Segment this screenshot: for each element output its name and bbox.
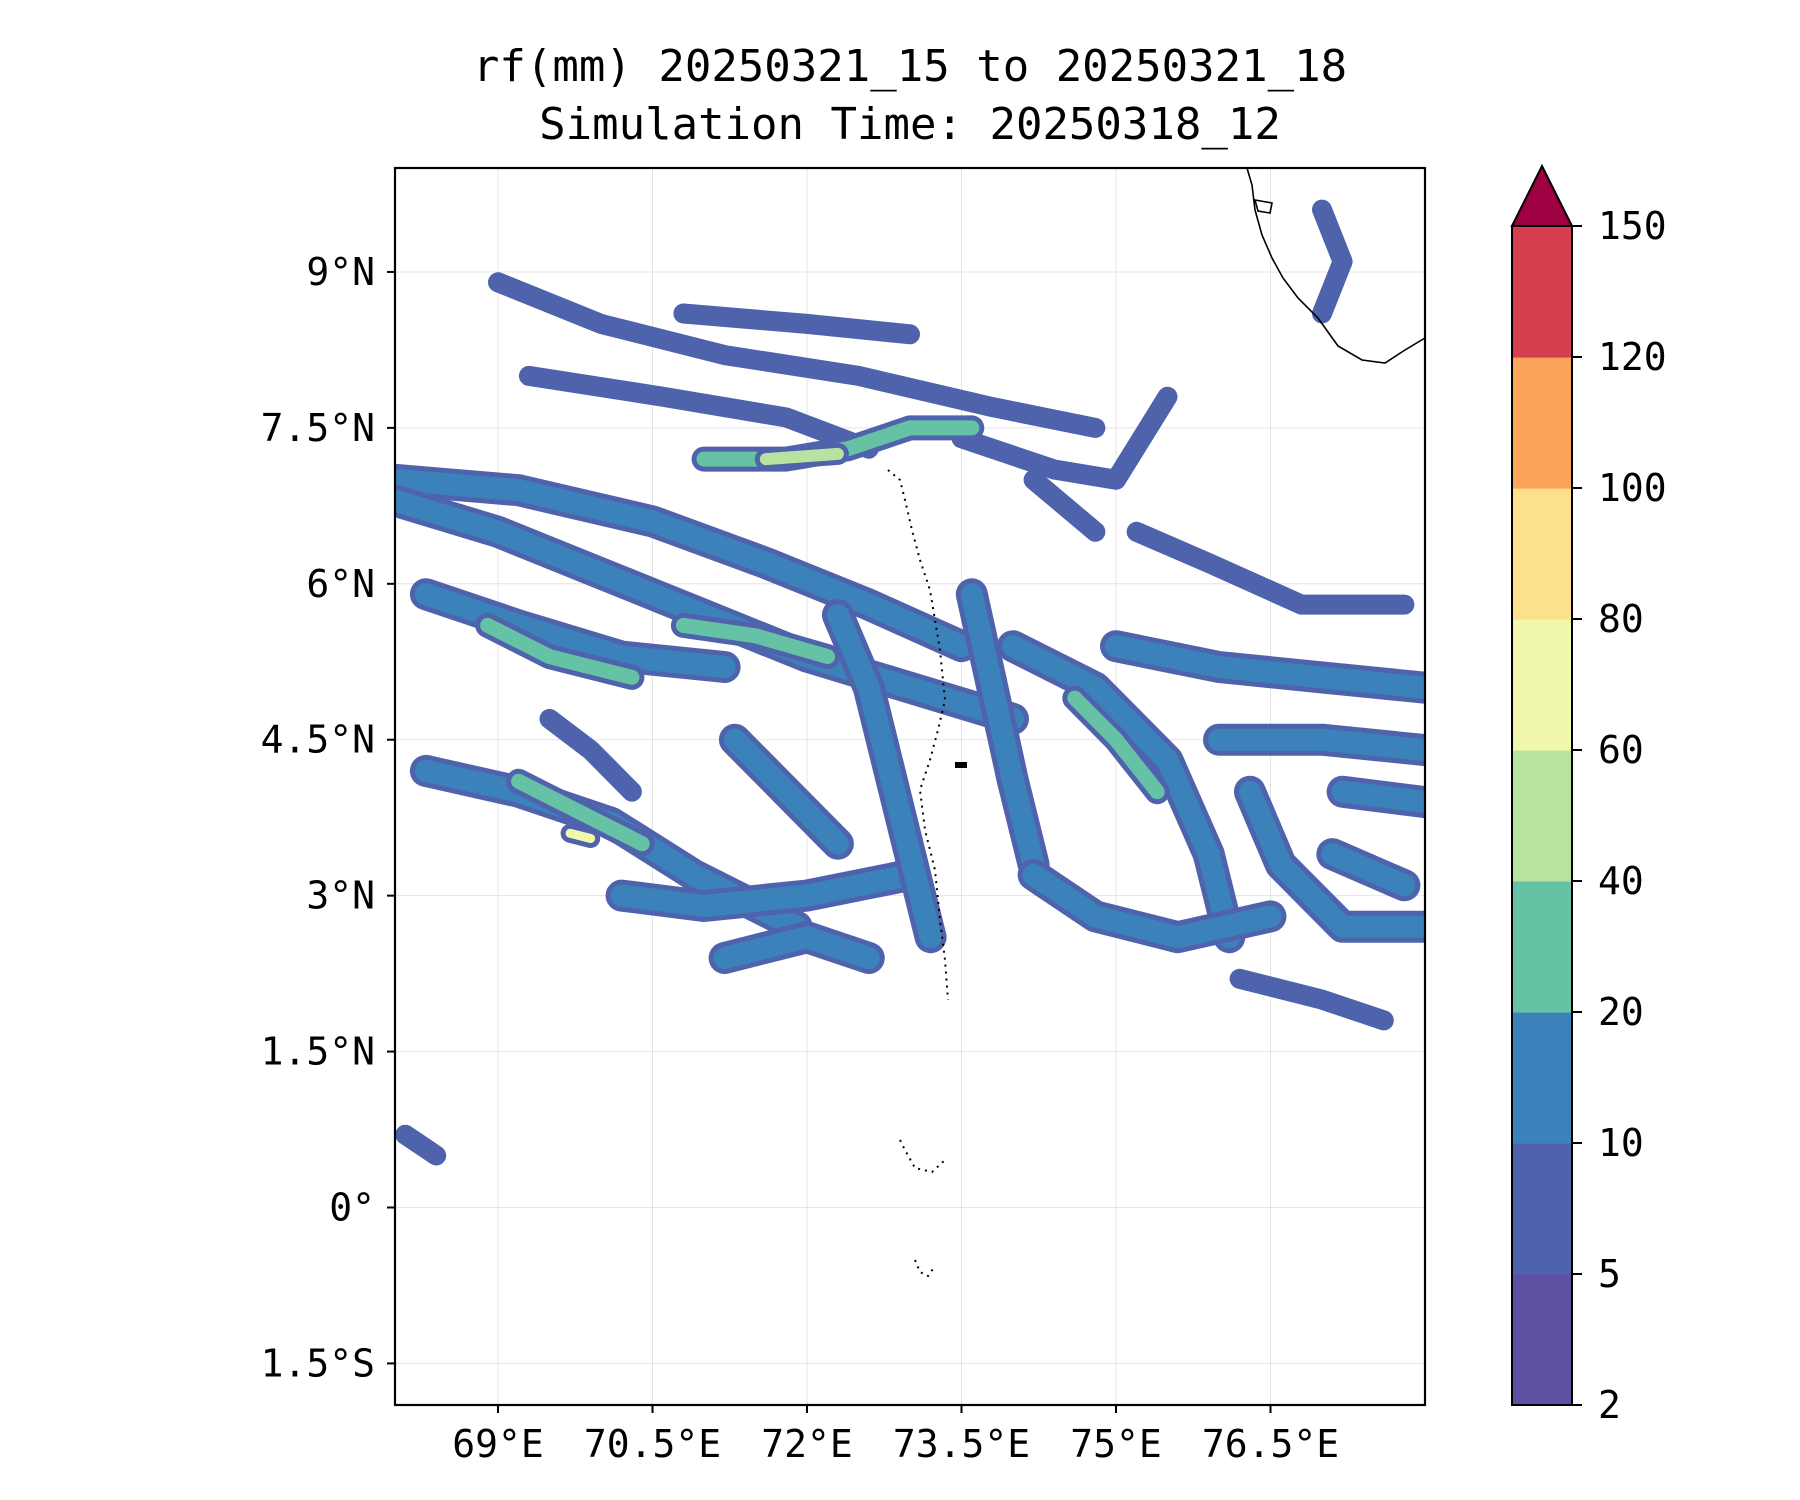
rain-band <box>480 617 640 685</box>
colorbar-tick-label: 120 <box>1598 335 1667 379</box>
rain-band <box>1126 521 1415 615</box>
x-tick-label: 72°E <box>761 1422 853 1466</box>
colorbar-extend-arrow <box>1510 163 1574 227</box>
rain-band <box>1331 780 1425 814</box>
colorbar-band <box>1512 750 1572 882</box>
rain-band <box>539 708 642 802</box>
colorbar-band <box>1512 357 1572 489</box>
colorbar-tick-label: 40 <box>1598 859 1644 903</box>
rainfall-field <box>395 199 1425 1166</box>
island-mark <box>955 762 967 768</box>
longitude-ticks: 69°E 70.5°E 72°E 73.5°E 75°E 76.5°E <box>452 1405 1339 1466</box>
y-tick-label: 1.5°N <box>261 1030 375 1074</box>
rain-band <box>1067 690 1165 800</box>
rain-band <box>960 583 1045 876</box>
latitude-ticks: 9°N 7.5°N 6°N 4.5°N 3°N 1.5°N 0° 1.5°S <box>261 250 395 1385</box>
colorbar-band <box>1512 226 1572 358</box>
colorbar-frame <box>1511 225 1573 1406</box>
colorbar-tick-label: 60 <box>1598 728 1644 772</box>
india-coastline <box>1246 168 1425 364</box>
x-tick-label: 76.5°E <box>1202 1422 1339 1466</box>
rain-band <box>395 1124 447 1166</box>
rain-band <box>1238 780 1425 938</box>
rain-band <box>488 272 1106 438</box>
colorbar-tick-label: 5 <box>1598 1252 1621 1296</box>
x-tick-label: 73.5°E <box>893 1422 1030 1466</box>
y-tick-label: 7.5°N <box>261 406 375 450</box>
island-mark <box>1253 198 1273 214</box>
colorbar-tick-label: 80 <box>1598 597 1644 641</box>
rain-band <box>1229 968 1394 1031</box>
rain-band <box>395 468 973 658</box>
y-tick-label: 4.5°N <box>261 718 375 762</box>
map-frame <box>393 166 1427 1407</box>
rain-band <box>1312 199 1353 324</box>
colorbar-ticks: 2 5 10 20 40 60 80 100 120 150 <box>1572 204 1667 1427</box>
colorbar-band <box>1512 488 1572 620</box>
maldives-atolls <box>887 469 949 1278</box>
rain-band <box>414 583 736 678</box>
rain-band <box>1002 635 1241 949</box>
colorbar-band <box>1512 881 1572 1013</box>
rain-band <box>1022 863 1282 949</box>
x-tick-label: 69°E <box>452 1422 544 1466</box>
rain-band <box>1105 635 1425 699</box>
colorbar-tick-label: 150 <box>1598 204 1667 248</box>
colorbar-tick-label: 2 <box>1598 1383 1621 1427</box>
rain-band <box>610 863 921 917</box>
colorbar-tick-label: 100 <box>1598 466 1667 510</box>
y-tick-label: 9°N <box>306 250 375 294</box>
colorbar-band <box>1512 1012 1572 1144</box>
map-title-line-1: rf(mm) 20250321_15 to 20250321_18 <box>472 41 1348 92</box>
y-tick-label: 1.5°S <box>261 1341 375 1385</box>
y-tick-label: 0° <box>329 1185 375 1229</box>
rain-band <box>826 604 942 949</box>
x-tick-label: 70.5°E <box>584 1422 721 1466</box>
x-tick-label: 75°E <box>1070 1422 1162 1466</box>
rain-band <box>1321 843 1416 897</box>
rain-band <box>518 365 879 459</box>
colorbar <box>1510 163 1574 1406</box>
rain-band <box>675 617 836 665</box>
rain-band <box>723 728 849 855</box>
colorbar-tick-label: 10 <box>1598 1121 1644 1165</box>
rain-band <box>511 773 650 852</box>
map-title-line-2: Simulation Time: 20250318_12 <box>539 99 1281 150</box>
y-tick-label: 6°N <box>306 562 375 606</box>
colorbar-tick-label: 20 <box>1598 990 1644 1034</box>
rain-band <box>951 386 1178 490</box>
colorbar-band <box>1512 1274 1572 1406</box>
colorbar-band <box>1512 1143 1572 1275</box>
coastline <box>887 168 1425 1278</box>
rain-band <box>565 828 596 843</box>
colorbar-band <box>1512 619 1572 751</box>
rain-band <box>1023 469 1106 542</box>
y-tick-label: 3°N <box>306 874 375 918</box>
rain-band <box>673 303 920 345</box>
rain-band <box>759 447 844 466</box>
rain-band <box>1208 728 1425 762</box>
rain-band <box>713 926 880 969</box>
rain-band <box>395 489 1024 730</box>
